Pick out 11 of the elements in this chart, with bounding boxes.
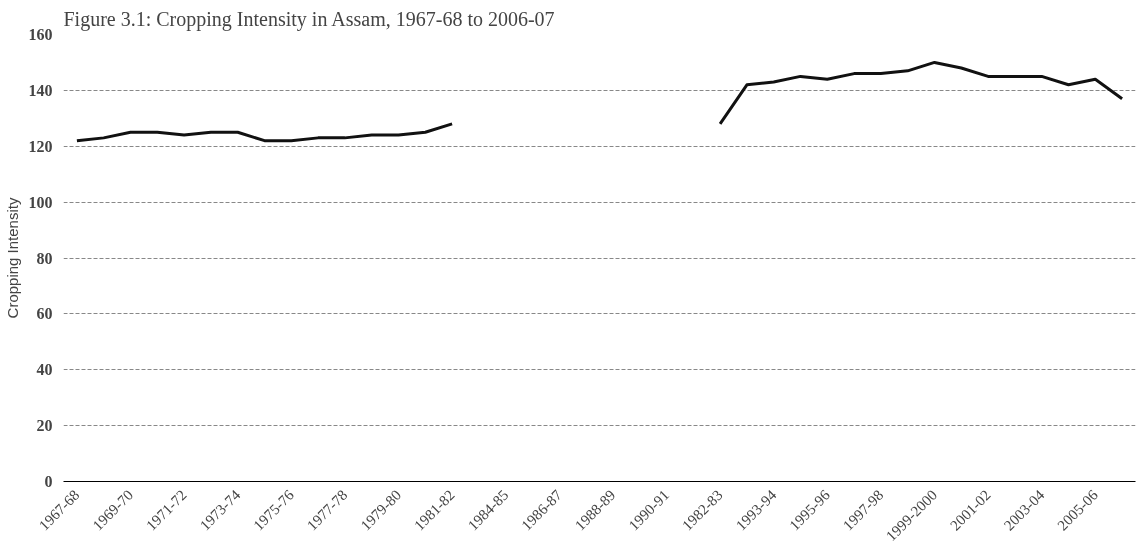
y-tick-label: 100 (28, 193, 53, 211)
y-tick-label: 160 (28, 26, 53, 43)
y-tick-label: 120 (28, 137, 53, 155)
y-tick-label: 140 (28, 81, 53, 99)
y-tick-label: 60 (36, 305, 53, 323)
y-tick-label: 80 (36, 249, 53, 267)
y-tick-label: 20 (36, 417, 53, 435)
chart-title: Figure 3.1: Cropping Intensity in Assam, 1967-68 to 2006-07 (63, 7, 555, 31)
y-tick-label: 40 (36, 361, 53, 379)
y-axis-title: Cropping Intensity (3, 197, 21, 319)
y-tick-label: 0 (44, 473, 53, 490)
